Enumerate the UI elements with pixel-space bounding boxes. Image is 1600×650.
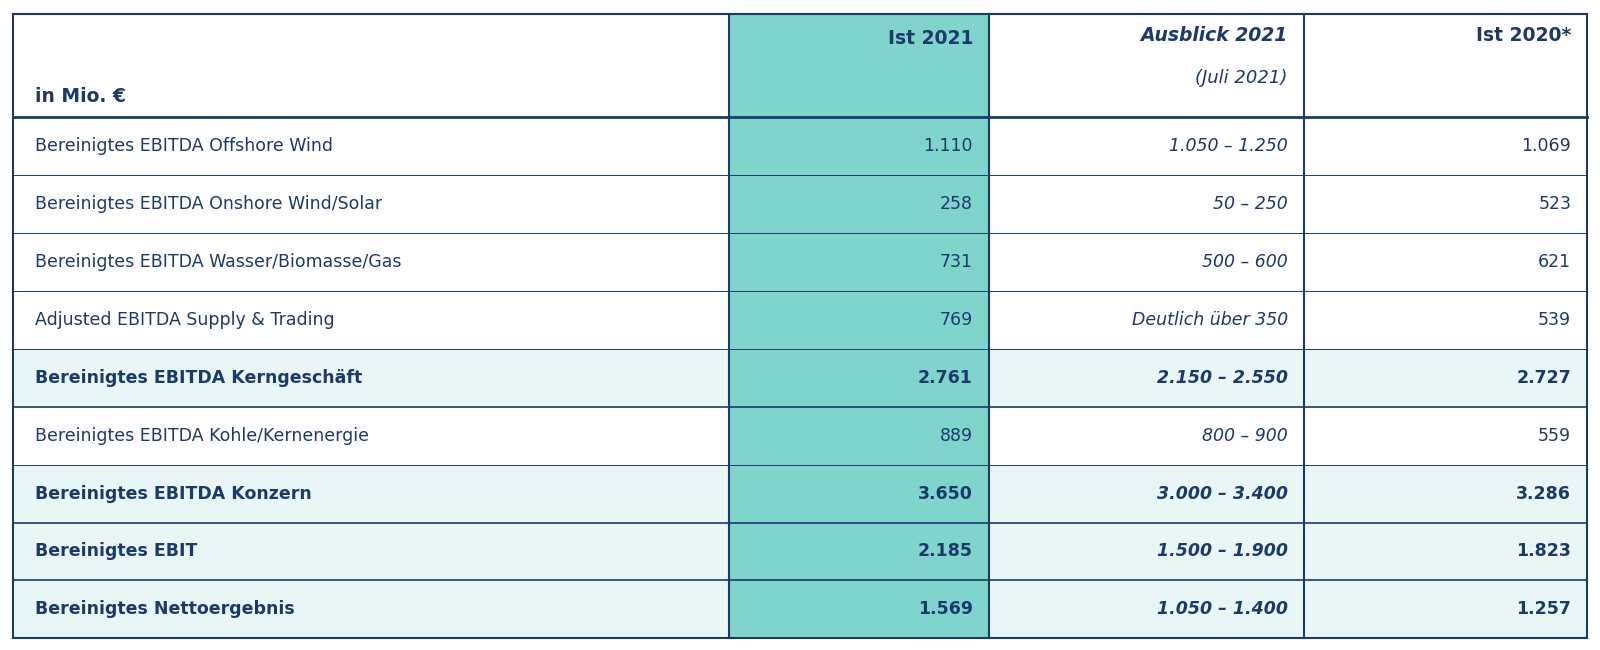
Bar [989, 117, 1304, 175]
Text: Bereinigtes EBITDA Kohle/Kernenergie: Bereinigtes EBITDA Kohle/Kernenergie [35, 426, 370, 445]
Bar [989, 523, 1304, 580]
Bar [730, 233, 989, 291]
Bar [1304, 465, 1587, 523]
Text: (Juli 2021): (Juli 2021) [1195, 69, 1288, 87]
Bar [13, 349, 730, 407]
Text: Adjusted EBITDA Supply & Trading: Adjusted EBITDA Supply & Trading [35, 311, 334, 329]
Text: in Mio. €: in Mio. € [35, 86, 126, 105]
Bar [1304, 291, 1587, 349]
Bar [989, 291, 1304, 349]
Bar [730, 291, 989, 349]
Bar [13, 233, 730, 291]
Text: Bereinigtes EBIT: Bereinigtes EBIT [35, 543, 197, 560]
Text: 889: 889 [939, 426, 973, 445]
Text: 621: 621 [1538, 253, 1571, 271]
Text: 1.069: 1.069 [1522, 137, 1571, 155]
Text: Deutlich über 350: Deutlich über 350 [1131, 311, 1288, 329]
Text: 1.050 – 1.250: 1.050 – 1.250 [1170, 137, 1288, 155]
Text: Bereinigtes EBITDA Kerngeschäft: Bereinigtes EBITDA Kerngeschäft [35, 369, 363, 387]
Text: 3.286: 3.286 [1517, 484, 1571, 502]
Bar [1304, 349, 1587, 407]
Bar [13, 523, 730, 580]
Text: Bereinigtes EBITDA Wasser/Biomasse/Gas: Bereinigtes EBITDA Wasser/Biomasse/Gas [35, 253, 402, 271]
Text: 2.727: 2.727 [1517, 369, 1571, 387]
Bar [13, 117, 730, 175]
Text: 1.050 – 1.400: 1.050 – 1.400 [1157, 601, 1288, 618]
Text: 3.650: 3.650 [918, 484, 973, 502]
Bar [989, 349, 1304, 407]
Text: 3.000 – 3.400: 3.000 – 3.400 [1157, 484, 1288, 502]
Text: Bereinigtes EBITDA Offshore Wind: Bereinigtes EBITDA Offshore Wind [35, 137, 333, 155]
Text: 1.569: 1.569 [918, 601, 973, 618]
Bar [730, 349, 989, 407]
Text: 769: 769 [939, 311, 973, 329]
Text: 2.150 – 2.550: 2.150 – 2.550 [1157, 369, 1288, 387]
Text: Bereinigtes EBITDA Konzern: Bereinigtes EBITDA Konzern [35, 484, 312, 502]
Text: 500 – 600: 500 – 600 [1202, 253, 1288, 271]
Text: 1.823: 1.823 [1517, 543, 1571, 560]
Bar [730, 407, 989, 465]
Text: 2.185: 2.185 [918, 543, 973, 560]
Bar [730, 465, 989, 523]
Bar [730, 14, 989, 117]
Bar [730, 580, 989, 638]
Text: 800 – 900: 800 – 900 [1202, 426, 1288, 445]
Text: 1.257: 1.257 [1517, 601, 1571, 618]
Bar [13, 580, 730, 638]
Bar [730, 175, 989, 233]
Text: Ausblick 2021: Ausblick 2021 [1141, 26, 1288, 45]
Bar [989, 407, 1304, 465]
Text: 523: 523 [1538, 195, 1571, 213]
Text: Bereinigtes Nettoergebnis: Bereinigtes Nettoergebnis [35, 601, 294, 618]
Bar [1304, 233, 1587, 291]
Bar [730, 523, 989, 580]
Text: Ist 2020*: Ist 2020* [1475, 26, 1571, 45]
Text: 258: 258 [939, 195, 973, 213]
Text: 2.761: 2.761 [918, 369, 973, 387]
Bar [1304, 117, 1587, 175]
Bar [13, 407, 730, 465]
Bar [1304, 523, 1587, 580]
Bar [13, 291, 730, 349]
Text: 50 – 250: 50 – 250 [1213, 195, 1288, 213]
Text: 559: 559 [1538, 426, 1571, 445]
Text: Bereinigtes EBITDA Onshore Wind/Solar: Bereinigtes EBITDA Onshore Wind/Solar [35, 195, 382, 213]
Bar [989, 580, 1304, 638]
Bar [989, 465, 1304, 523]
Bar [1304, 175, 1587, 233]
Bar [13, 175, 730, 233]
Text: 539: 539 [1538, 311, 1571, 329]
Text: 1.500 – 1.900: 1.500 – 1.900 [1157, 543, 1288, 560]
Text: Ist 2021: Ist 2021 [888, 29, 973, 47]
Bar [730, 117, 989, 175]
Text: 1.110: 1.110 [923, 137, 973, 155]
Bar [1304, 407, 1587, 465]
Bar [989, 233, 1304, 291]
Text: 731: 731 [939, 253, 973, 271]
Bar [989, 175, 1304, 233]
Bar [1304, 580, 1587, 638]
Bar [13, 465, 730, 523]
